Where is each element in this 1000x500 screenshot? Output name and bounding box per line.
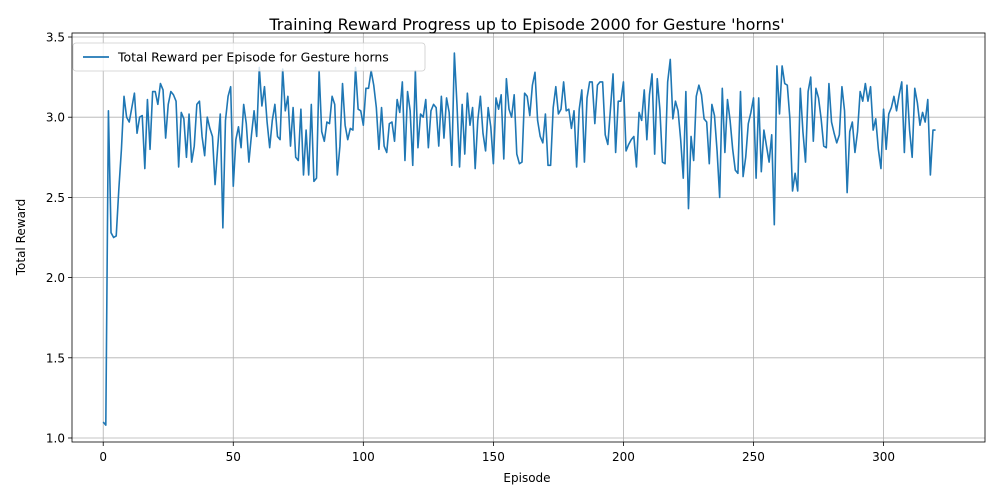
chart-title: Training Reward Progress up to Episode 2… (268, 15, 784, 34)
legend-entry: Total Reward per Episode for Gesture hor… (117, 50, 389, 65)
y-tick-label: 1.0 (46, 431, 65, 445)
grid-lines (72, 33, 985, 442)
legend-box (72, 42, 426, 72)
plot-area (102, 52, 936, 426)
x-tick-label: 300 (872, 450, 895, 464)
x-tick-label: 200 (612, 450, 635, 464)
y-tick-label: 2.0 (46, 271, 65, 285)
y-tick-label: 3.0 (46, 111, 65, 125)
x-axis-label: Episode (503, 471, 550, 485)
y-axis-ticks: 1.0 1.5 2.0 2.5 3.0 3.5 (46, 31, 72, 445)
x-tick-label: 50 (226, 450, 241, 464)
x-axis-ticks: 0 50 100 150 200 250 300 (99, 442, 895, 464)
reward-series-line (102, 52, 936, 426)
x-tick-label: 250 (742, 450, 765, 464)
y-tick-label: 2.5 (46, 191, 65, 205)
x-tick-label: 150 (482, 450, 505, 464)
y-tick-label: 3.5 (46, 31, 65, 45)
legend: Total Reward per Episode for Gesture hor… (72, 42, 426, 72)
y-axis-label: Total Reward (14, 199, 28, 277)
x-tick-label: 100 (352, 450, 375, 464)
y-tick-label: 1.5 (46, 351, 65, 365)
plot-frame (71, 32, 986, 443)
x-tick-label: 0 (99, 450, 107, 464)
